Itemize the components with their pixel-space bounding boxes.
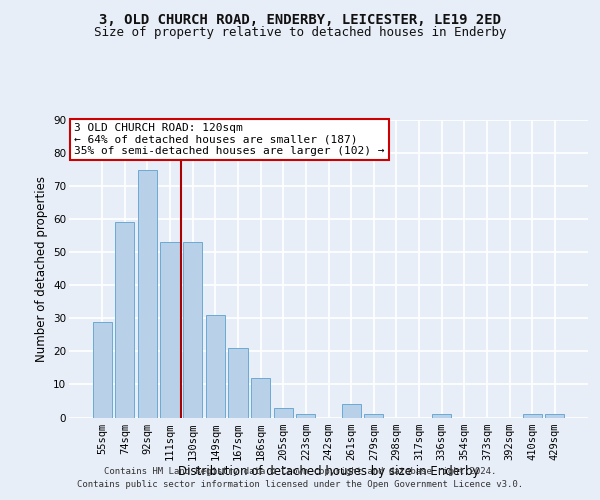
Bar: [251, 378, 270, 418]
Text: Size of property relative to detached houses in Enderby: Size of property relative to detached ho…: [94, 26, 506, 39]
Bar: [160, 242, 180, 418]
Text: Contains HM Land Registry data © Crown copyright and database right 2024.: Contains HM Land Registry data © Crown c…: [104, 467, 496, 476]
X-axis label: Distribution of detached houses by size in Enderby: Distribution of detached houses by size …: [178, 466, 479, 478]
Bar: [545, 414, 565, 418]
Bar: [183, 242, 202, 418]
Text: 3, OLD CHURCH ROAD, ENDERBY, LEICESTER, LE19 2ED: 3, OLD CHURCH ROAD, ENDERBY, LEICESTER, …: [99, 12, 501, 26]
Bar: [92, 322, 112, 418]
Bar: [115, 222, 134, 418]
Bar: [364, 414, 383, 418]
Text: 3 OLD CHURCH ROAD: 120sqm
← 64% of detached houses are smaller (187)
35% of semi: 3 OLD CHURCH ROAD: 120sqm ← 64% of detac…: [74, 123, 385, 156]
Bar: [229, 348, 248, 418]
Y-axis label: Number of detached properties: Number of detached properties: [35, 176, 47, 362]
Bar: [523, 414, 542, 418]
Bar: [296, 414, 316, 418]
Bar: [341, 404, 361, 417]
Bar: [432, 414, 451, 418]
Text: Contains public sector information licensed under the Open Government Licence v3: Contains public sector information licen…: [77, 480, 523, 489]
Bar: [206, 315, 225, 418]
Bar: [274, 408, 293, 418]
Bar: [138, 170, 157, 418]
